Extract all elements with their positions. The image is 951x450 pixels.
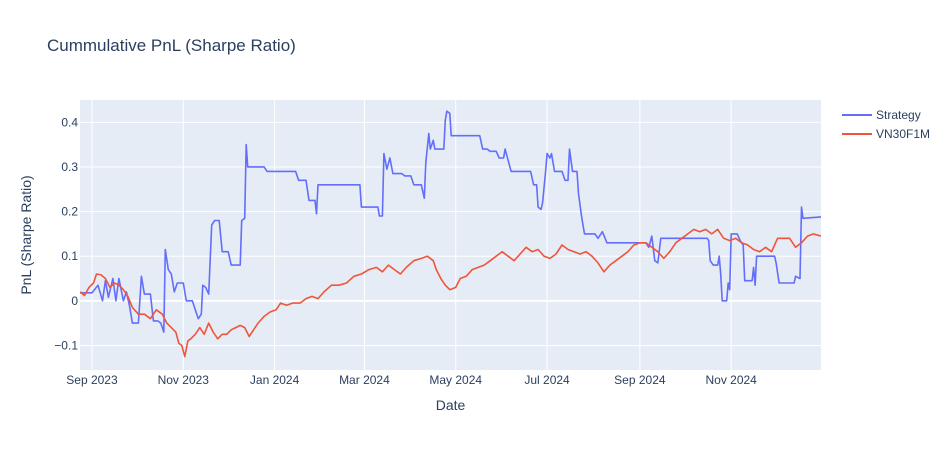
legend-item-strategy[interactable]: Strategy bbox=[842, 108, 921, 122]
chart-title: Cummulative PnL (Sharpe Ratio) bbox=[47, 36, 296, 55]
series-line-vn30f1m bbox=[80, 228, 821, 358]
legend-label: VN30F1M bbox=[876, 127, 930, 141]
plot-area bbox=[80, 100, 821, 370]
x-tick-label: Nov 2024 bbox=[705, 373, 757, 387]
series-lines bbox=[80, 110, 821, 358]
x-tick-label: Sep 2023 bbox=[66, 373, 118, 387]
x-tick-label: Mar 2024 bbox=[339, 373, 390, 387]
x-axis-title: Date bbox=[436, 397, 466, 413]
gridlines bbox=[80, 100, 821, 370]
y-axis-ticks: −0.1 0 0.1 0.2 0.3 0.4 bbox=[54, 115, 78, 352]
x-tick-label: Jul 2024 bbox=[524, 373, 570, 387]
y-tick-label: 0.1 bbox=[61, 249, 78, 263]
x-axis-ticks: Sep 2023 Nov 2023 Jan 2024 Mar 2024 May 2024… bbox=[66, 373, 757, 387]
legend-label: Strategy bbox=[876, 108, 921, 122]
x-tick-label: Sep 2024 bbox=[614, 373, 666, 387]
x-tick-label: Nov 2023 bbox=[158, 373, 210, 387]
legend-item-vn30f1m[interactable]: VN30F1M bbox=[842, 127, 930, 141]
y-tick-label: 0.3 bbox=[61, 160, 78, 174]
y-tick-label: 0 bbox=[71, 294, 78, 308]
x-tick-label: May 2024 bbox=[429, 373, 482, 387]
y-axis-title: PnL (Sharpe Ratio) bbox=[18, 175, 34, 294]
series-line-strategy bbox=[80, 110, 821, 333]
y-tick-label: 0.4 bbox=[61, 115, 78, 129]
y-tick-label: 0.2 bbox=[61, 205, 78, 219]
y-tick-label: −0.1 bbox=[54, 338, 78, 352]
x-tick-label: Jan 2024 bbox=[250, 373, 300, 387]
legend[interactable]: Strategy VN30F1M bbox=[842, 108, 930, 141]
